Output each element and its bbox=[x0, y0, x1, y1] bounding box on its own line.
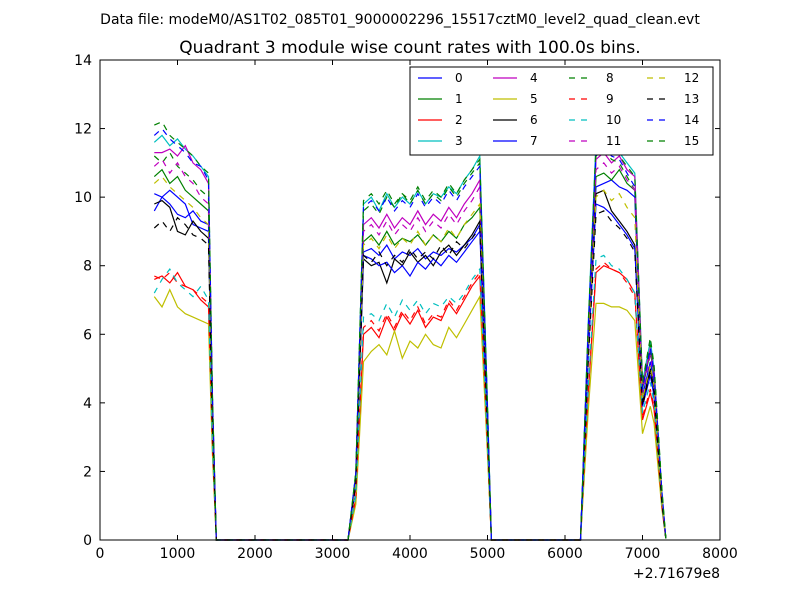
x-tick-label: 5000 bbox=[470, 546, 506, 562]
legend-label-13: 13 bbox=[684, 92, 699, 106]
suptitle: Data file: modeM0/AS1T02_085T01_90000022… bbox=[100, 12, 700, 28]
x-tick-label: 1000 bbox=[160, 546, 196, 562]
legend-label-1: 1 bbox=[455, 92, 463, 106]
y-tick-label: 10 bbox=[74, 190, 92, 206]
y-tick-label: 2 bbox=[83, 464, 92, 480]
legend-label-10: 10 bbox=[606, 113, 621, 127]
legend-label-7: 7 bbox=[530, 134, 538, 148]
series-line-0 bbox=[153, 179, 667, 541]
legend-label-9: 9 bbox=[606, 92, 614, 106]
series-line-11 bbox=[153, 158, 667, 541]
y-tick-label: 8 bbox=[83, 259, 92, 275]
chart-title: Quadrant 3 module wise count rates with … bbox=[179, 38, 640, 58]
series-line-12 bbox=[153, 175, 667, 541]
legend-frame bbox=[409, 66, 714, 156]
series-line-6 bbox=[154, 189, 667, 541]
x-tick-label: 8000 bbox=[702, 546, 738, 562]
tick-layer: 0 1000 2000 3000 4000 5000 6000 7000 80000246810… bbox=[74, 53, 738, 562]
y-tick-label: 6 bbox=[83, 327, 92, 343]
series-line-7 bbox=[154, 193, 667, 541]
legend-label-2: 2 bbox=[455, 113, 463, 127]
legend-label-15: 15 bbox=[684, 134, 699, 148]
legend-label-12: 12 bbox=[684, 71, 699, 85]
legend-label-6: 6 bbox=[530, 113, 538, 127]
legend-label-4: 4 bbox=[530, 71, 538, 85]
legend-label-8: 8 bbox=[606, 71, 614, 85]
x-tick-label: 3000 bbox=[315, 546, 351, 562]
legend-label-11: 11 bbox=[606, 134, 621, 148]
x-tick-label: 0 bbox=[96, 546, 105, 562]
series-line-13 bbox=[153, 210, 667, 541]
legend-label-14: 14 bbox=[684, 113, 699, 127]
x-offset-label: +2.71679e8 bbox=[633, 566, 720, 582]
legend-label-5: 5 bbox=[530, 92, 538, 106]
legend-label-0: 0 bbox=[455, 71, 463, 85]
series-layer bbox=[153, 120, 667, 541]
x-tick-label: 6000 bbox=[547, 546, 583, 562]
x-tick-label: 4000 bbox=[392, 546, 428, 562]
x-tick-label: 7000 bbox=[625, 546, 661, 562]
series-line-9 bbox=[154, 261, 667, 541]
legend-label-3: 3 bbox=[455, 134, 463, 148]
x-tick-label: 2000 bbox=[237, 546, 273, 562]
y-tick-label: 12 bbox=[74, 122, 92, 138]
y-tick-label: 4 bbox=[83, 396, 92, 412]
series-line-10 bbox=[153, 254, 667, 541]
y-tick-label: 14 bbox=[74, 53, 92, 69]
y-tick-label: 0 bbox=[83, 533, 92, 549]
